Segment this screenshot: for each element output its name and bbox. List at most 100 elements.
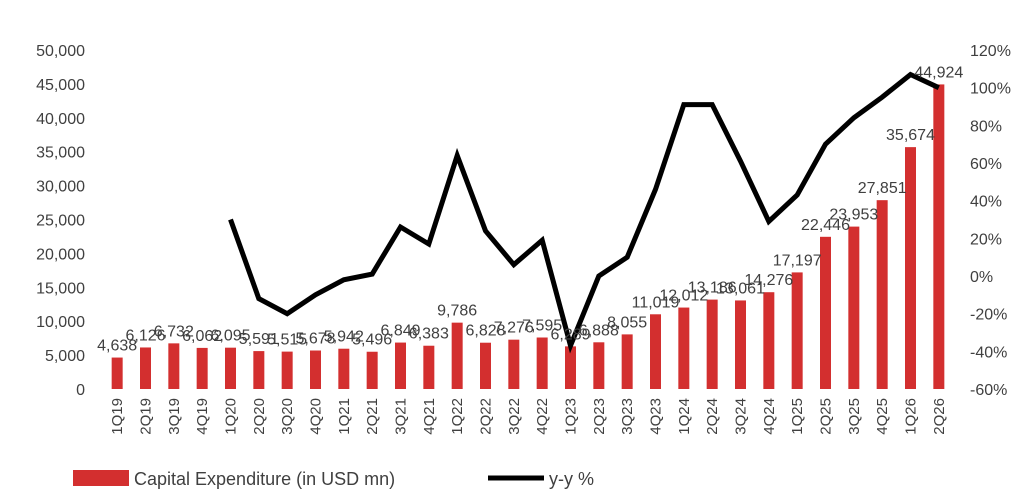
bar-1Q20 [225,347,236,389]
bar-data-label: 5,515 [267,332,307,349]
right-y-tick-label: 120% [970,43,1011,60]
x-tick-label: 2Q19 [138,398,155,435]
bar-2Q25 [820,236,831,389]
left-y-tick-label: 0 [76,382,85,399]
x-tick-label: 2Q22 [478,398,495,435]
x-tick-label: 3Q24 [733,398,750,435]
bar-2Q20 [253,351,265,389]
bar-data-label: 6,888 [579,322,619,339]
bar-4Q20 [310,350,321,389]
bar-data-label: 6,383 [409,326,449,343]
bar-data-label: 22,446 [801,217,850,234]
bar-data-label: 5,678 [295,331,335,348]
left-y-tick-label: 40,000 [36,111,85,128]
bar-3Q25 [848,226,860,389]
bar-data-labels: 4,6386,1266,7326,0626,0955,5915,5155,678… [97,64,963,354]
x-axis: 1Q19 2Q19 3Q19 4Q19 1Q20 2Q20 3Q20 4Q20 1Q21 2Q21… [109,398,948,435]
legend-label-yoy: y-y % [549,469,594,489]
bar-3Q23 [621,334,633,389]
bar-data-label: 5,496 [352,332,392,349]
bar-3Q21 [395,342,406,389]
bar-data-label: 6,828 [465,323,505,340]
bar-series-capex [111,84,945,389]
bar-1Q19 [111,357,123,389]
x-tick-label: 1Q19 [109,398,126,435]
bar-2Q19 [140,347,151,389]
x-tick-label: 3Q23 [619,398,636,435]
x-tick-label: 4Q24 [761,398,778,435]
x-tick-label: 2Q24 [704,398,721,435]
right-y-tick-label: 0% [970,269,993,286]
bar-1Q23 [565,346,576,389]
bar-2Q22 [480,342,491,389]
bar-data-label: 6,126 [125,327,165,344]
bar-data-label: 7,595 [522,318,562,335]
bar-data-label: 35,674 [886,127,935,144]
legend-label-capex: Capital Expenditure (in USD mn) [134,469,395,489]
bar-1Q24 [678,307,690,389]
bar-data-label: 8,055 [607,314,647,331]
x-tick-label: 1Q23 [563,398,580,435]
bar-data-label: 4,638 [97,338,137,355]
x-tick-label: 4Q21 [421,398,438,435]
x-tick-label: 3Q19 [166,398,183,435]
bar-data-label: 23,953 [829,207,878,224]
left-y-tick-label: 5,000 [45,348,85,365]
bar-data-label: 6,095 [210,328,250,345]
right-y-tick-label: 60% [970,156,1002,173]
x-tick-label: 1Q21 [336,398,353,435]
x-tick-label: 1Q24 [676,398,693,435]
x-tick-label: 3Q20 [279,398,296,435]
bar-data-label: 7,276 [494,320,534,337]
right-y-tick-label: 80% [970,118,1002,135]
x-tick-label: 2Q26 [931,398,948,435]
bar-data-label: 44,924 [914,64,963,81]
x-tick-label: 3Q21 [393,398,410,435]
bar-4Q22 [536,337,548,389]
bar-data-label: 9,786 [437,303,477,320]
x-tick-label: 3Q22 [506,398,523,435]
right-y-tick-label: 100% [970,81,1011,98]
bar-1Q21 [338,348,350,389]
bar-data-label: 6,849 [380,323,420,340]
right-y-tick-label: 20% [970,231,1002,248]
left-y-tick-label: 25,000 [36,213,85,230]
bar-1Q26 [905,147,916,389]
bar-data-label: 5,591 [239,331,279,348]
bar-data-label: 17,197 [773,252,822,269]
left-y-tick-label: 10,000 [36,314,85,331]
bar-3Q22 [508,339,520,389]
x-tick-label: 1Q22 [449,398,466,435]
right-y-tick-label: -60% [970,382,1007,399]
bar-data-label: 14,276 [744,272,793,289]
x-tick-label: 4Q25 [874,398,891,435]
bar-2Q21 [366,351,378,389]
x-tick-label: 2Q20 [251,398,268,435]
bar-data-label: 6,732 [154,323,194,340]
bar-4Q25 [876,200,888,389]
x-tick-label: 2Q21 [364,398,381,435]
x-tick-label: 2Q25 [818,398,835,435]
bar-data-label: 6,289 [550,326,590,343]
bar-2Q24 [706,299,718,389]
x-tick-label: 2Q23 [591,398,608,435]
x-tick-label: 4Q20 [308,398,325,435]
bar-data-label: 6,062 [182,328,222,345]
bar-data-label: 13,186 [688,280,737,297]
x-tick-label: 4Q22 [534,398,551,435]
right-y-tick-label: 40% [970,194,1002,211]
bar-data-label: 13,061 [716,280,765,297]
right-y-axis: -60% -40% -20% 0% 20% 40% 60% 80% 100% 120% [970,43,1011,399]
x-tick-label: 4Q19 [194,398,211,435]
x-tick-label: 1Q25 [789,398,806,435]
bar-2Q23 [593,342,605,389]
bar-data-label: 27,851 [858,180,907,197]
left-y-tick-label: 35,000 [36,145,85,162]
yoy-line [228,71,940,354]
bar-3Q20 [281,351,293,389]
left-y-tick-label: 15,000 [36,280,85,297]
x-tick-label: 4Q23 [648,398,665,435]
x-tick-label: 1Q20 [223,398,240,435]
bar-2Q26 [933,84,945,389]
